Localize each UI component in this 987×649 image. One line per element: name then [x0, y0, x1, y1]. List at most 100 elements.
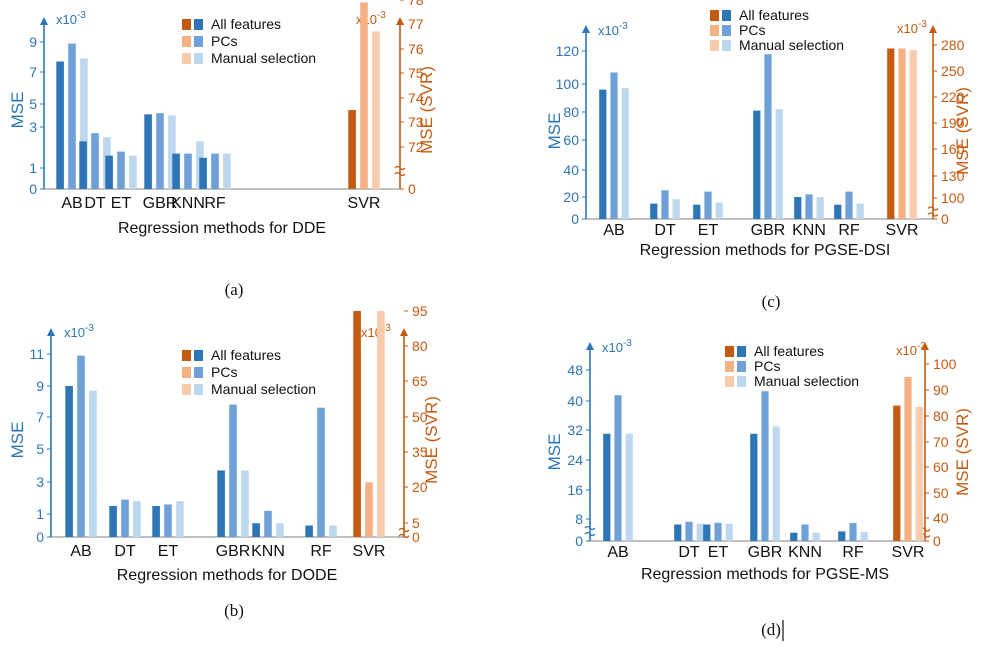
- bar-rf-manual-selection: [856, 203, 864, 219]
- left-tick-label: 5: [36, 441, 44, 457]
- bar-rf-manual-selection: [860, 531, 868, 541]
- bar-rf-manual-selection: [223, 153, 231, 189]
- right-tick-label: 0: [941, 211, 949, 227]
- left-axis-exponent: x10-3: [598, 21, 628, 38]
- x-tick-label: RF: [204, 195, 226, 212]
- x-tick-label: SVR: [886, 222, 919, 239]
- bar-svr-pcs: [898, 48, 906, 219]
- bar-knn-pcs: [184, 153, 192, 189]
- left-axis-exponent: x10-3: [64, 323, 94, 340]
- bar-et-all-features: [105, 155, 113, 189]
- right-tick-label: 78: [408, 0, 424, 8]
- x-tick-label: GBR: [748, 544, 783, 561]
- bar-rf-pcs: [845, 191, 853, 219]
- bar-knn-pcs: [805, 194, 813, 219]
- exponent-base: x10: [897, 21, 918, 36]
- exponent-base: x10: [896, 343, 917, 358]
- x-tick-label: RF: [310, 543, 332, 560]
- bar-et-pcs: [117, 151, 125, 189]
- bar-dt-pcs: [661, 190, 669, 219]
- x-tick-label: AB: [607, 544, 628, 561]
- legend-swatch-svr: [710, 10, 719, 21]
- right-tick-label: 65: [412, 373, 428, 389]
- x-tick-label: AB: [70, 543, 91, 560]
- legend-swatch-svr: [710, 25, 719, 36]
- bar-dt-all-features: [79, 141, 87, 189]
- right-tick-label: 20: [412, 479, 428, 495]
- left-tick-label: 7: [36, 409, 44, 425]
- legend-label: All features: [739, 7, 809, 23]
- chart-panel-c: 020406080100120MSEx10-301001301601902202…: [545, 7, 972, 311]
- bar-gbr-manual-selection: [772, 426, 780, 541]
- right-tick-label: 5: [412, 515, 420, 531]
- right-axis-arrow-icon: [400, 328, 408, 336]
- left-tick-label: 0: [29, 181, 37, 197]
- bar-svr-all-features: [893, 405, 901, 541]
- right-tick-label: 0: [933, 533, 941, 549]
- right-tick-label: 220: [941, 89, 965, 105]
- bar-svr-pcs: [365, 482, 373, 537]
- bar-dt-pcs: [91, 133, 99, 189]
- right-tick-label: 75: [408, 65, 424, 81]
- chart-panel-d: 081624324048MSEx10-30405060708090100MSE …: [545, 338, 972, 639]
- right-tick-label: 76: [408, 41, 424, 57]
- left-tick-label: 16: [567, 482, 583, 498]
- right-tick-label: 0: [408, 181, 416, 197]
- exponent-base: x10: [598, 23, 619, 38]
- bar-rf-pcs: [211, 153, 219, 189]
- legend-swatch-svr: [182, 19, 191, 30]
- x-tick-label: DT: [678, 544, 700, 561]
- legend-label: All features: [211, 16, 281, 32]
- exponent-base: x10: [64, 325, 85, 340]
- legend-label: Manual selection: [754, 373, 859, 389]
- bar-gbr-pcs: [761, 391, 769, 541]
- left-axis-title: MSE: [8, 92, 27, 129]
- bar-et-pcs: [704, 191, 712, 219]
- bar-dt-all-features: [109, 506, 117, 537]
- left-tick-label: 32: [567, 422, 583, 438]
- left-tick-label: 7: [29, 64, 37, 80]
- legend-label: Manual selection: [739, 37, 844, 53]
- axis-break-icon: [927, 206, 939, 217]
- left-tick-label: 60: [563, 132, 579, 148]
- right-axis-exponent: x10-3: [897, 19, 927, 36]
- legend-swatch: [194, 350, 203, 361]
- legend-swatch-svr: [182, 384, 191, 395]
- left-tick-label: 80: [563, 104, 579, 120]
- bar-svr-all-features: [353, 311, 361, 537]
- bar-et-all-features: [703, 524, 711, 541]
- right-tick-label: 190: [941, 115, 965, 131]
- x-tick-label: DT: [654, 222, 676, 239]
- bar-svr-all-features: [348, 110, 356, 189]
- bar-rf-all-features: [199, 157, 207, 189]
- x-tick-label: AB: [603, 222, 624, 239]
- x-tick-label: KNN: [171, 195, 205, 212]
- bar-et-pcs: [714, 522, 722, 541]
- bar-et-manual-selection: [129, 155, 137, 189]
- right-axis-arrow-icon: [929, 25, 937, 33]
- right-tick-label: 0: [412, 529, 420, 545]
- right-tick-label: 77: [408, 16, 424, 32]
- bar-knn-pcs: [801, 524, 809, 541]
- bar-dt-all-features: [674, 524, 682, 541]
- right-tick-label: 60: [933, 459, 949, 475]
- x-tick-label: AB: [61, 195, 82, 212]
- bar-gbr-manual-selection: [241, 470, 249, 537]
- right-axis-arrow-icon: [921, 342, 929, 350]
- exponent-power: -3: [85, 323, 94, 334]
- right-axis-title: MSE (SVR): [953, 87, 972, 175]
- right-tick-label: 160: [941, 141, 965, 157]
- legend-swatch-svr: [182, 36, 191, 47]
- panel-label: (a): [225, 280, 244, 299]
- legend-swatch-svr: [182, 350, 191, 361]
- x-tick-label: GBR: [216, 543, 251, 560]
- right-tick-label: 72: [408, 139, 424, 155]
- bar-knn-manual-selection: [816, 197, 824, 219]
- x-axis-title: Regression methods for PGSE-DSI: [640, 242, 891, 259]
- left-tick-label: 48: [567, 362, 583, 378]
- right-tick-label: 50: [933, 485, 949, 501]
- bar-knn-all-features: [172, 153, 180, 189]
